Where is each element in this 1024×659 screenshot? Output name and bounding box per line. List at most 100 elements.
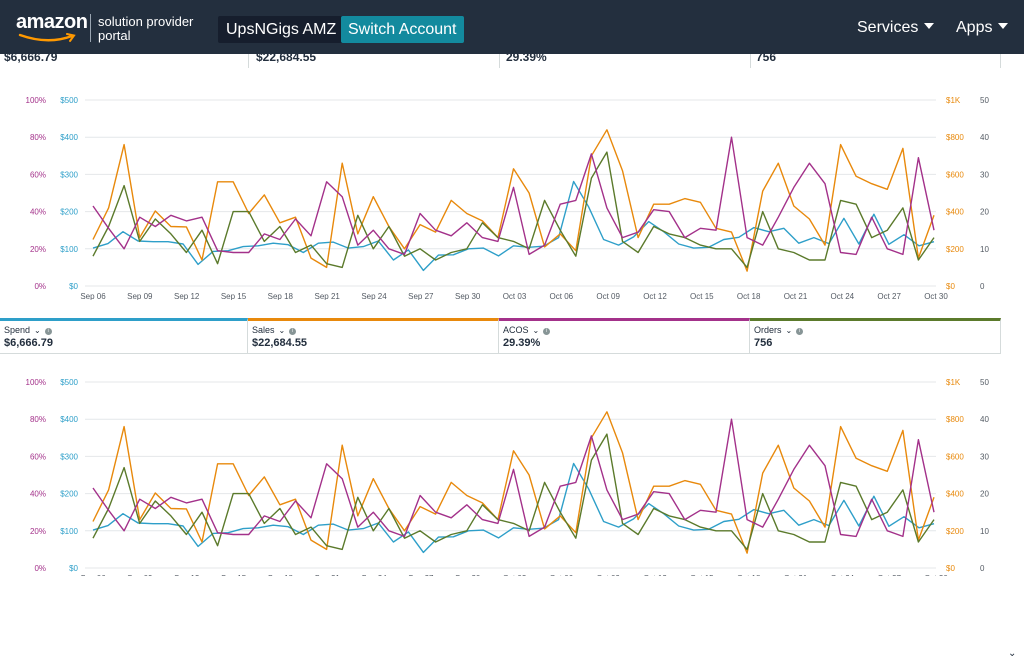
metric-value: $6,666.79 <box>4 337 53 349</box>
metric-tile-acos[interactable]: ACOS ⌄ i 29.39% <box>499 318 750 354</box>
info-icon[interactable]: i <box>289 328 297 335</box>
x-axis-tick-label: Sep 27 <box>408 574 434 576</box>
acos-axis-tick: 0% <box>34 282 46 291</box>
x-axis-tick-label: Sep 24 <box>361 292 387 300</box>
apps-menu[interactable]: Apps <box>956 18 1009 38</box>
account-name: UpsNGigs AMZ <box>218 16 345 43</box>
x-axis-tick-label: Sep 06 <box>80 574 106 576</box>
caret-down-icon <box>924 23 935 29</box>
services-menu[interactable]: Services <box>857 18 935 38</box>
x-axis-tick-label: Sep 12 <box>174 292 200 300</box>
sales-axis-tick: $1K <box>946 378 961 387</box>
sales-axis-tick: $0 <box>946 564 955 573</box>
chevron-down-icon[interactable]: ⌄ <box>278 326 286 335</box>
orders-axis-tick: 20 <box>980 208 989 217</box>
x-axis-tick-label: Oct 03 <box>503 574 527 576</box>
logo-subtitle-line2: portal <box>98 28 131 43</box>
chevron-down-icon[interactable]: ⌄ <box>532 326 540 335</box>
logo-subtitle-line1: solution provider <box>98 14 194 29</box>
spend-axis-tick: $400 <box>60 133 78 142</box>
x-axis-tick-label: Oct 18 <box>737 574 761 576</box>
expand-metrics-chevron-down-icon[interactable]: ⌄ <box>1008 648 1017 659</box>
amazon-logo[interactable]: amazon <box>16 11 88 42</box>
metric-label: Spend ⌄ i <box>4 325 52 335</box>
orders-axis-tick: 10 <box>980 527 989 536</box>
sales-value-cut: $22,684.55 <box>256 54 317 64</box>
performance-line-chart: 0% $0 $0 0 20% $100 $200 10 40% $200 $400 20 60% $300… <box>26 96 990 300</box>
series-line-acos <box>92 136 935 256</box>
x-axis-tick-label: Sep 09 <box>127 574 153 576</box>
x-axis-tick-label: Oct 30 <box>924 574 948 576</box>
services-label: Services <box>857 19 919 36</box>
acos-value-cut: 29.39% <box>506 54 547 64</box>
x-axis-tick-label: Oct 15 <box>690 574 714 576</box>
info-icon[interactable]: i <box>796 328 804 335</box>
metric-tile-sales[interactable]: Sales ⌄ i $22,684.55 <box>248 318 499 354</box>
orders-value-cut: 756 <box>756 54 777 64</box>
orders-axis-tick: 20 <box>980 490 989 499</box>
series-line-sales <box>92 411 935 554</box>
sales-axis-tick: $1K <box>946 96 961 105</box>
x-axis-tick-label: Oct 06 <box>550 574 574 576</box>
spend-axis-tick: $400 <box>60 415 78 424</box>
series-line-orders <box>92 433 935 551</box>
divider <box>499 54 500 68</box>
metric-name: Spend <box>4 325 31 335</box>
spend-axis-tick: $500 <box>60 378 78 387</box>
orders-axis-tick: 50 <box>980 378 989 387</box>
metric-label: Sales ⌄ i <box>252 325 297 335</box>
x-axis-tick-label: Sep 15 <box>221 292 247 300</box>
metric-value: 29.39% <box>503 337 541 349</box>
chevron-down-icon[interactable]: ⌄ <box>785 326 793 335</box>
switch-account-button[interactable]: Switch Account <box>341 16 464 43</box>
acos-axis-tick: 20% <box>30 245 46 254</box>
metric-label: ACOS ⌄ i <box>503 325 551 335</box>
spend-value-cut: $6,666.79 <box>4 54 58 64</box>
x-axis-tick-label: Oct 24 <box>831 292 855 300</box>
series-line-acos <box>92 418 935 538</box>
logo-wordmark: amazon <box>16 11 88 33</box>
orders-axis-tick: 0 <box>980 282 985 291</box>
spend-axis-tick: $100 <box>60 527 78 536</box>
acos-axis-tick: 20% <box>30 527 46 536</box>
x-axis-tick-label: Sep 09 <box>127 292 153 300</box>
x-axis-tick-label: Oct 24 <box>831 574 855 576</box>
divider <box>1000 54 1001 68</box>
series-line-sales <box>92 129 935 272</box>
chevron-down-icon[interactable]: ⌄ <box>34 326 41 335</box>
orders-axis-tick: 40 <box>980 133 989 142</box>
caret-down-icon <box>998 23 1009 29</box>
x-axis-tick-label: Oct 09 <box>596 292 620 300</box>
orders-axis-tick: 0 <box>980 564 985 573</box>
metric-name: ACOS <box>503 325 529 335</box>
x-axis-tick-label: Oct 27 <box>877 574 901 576</box>
acos-axis-tick: 100% <box>26 378 46 387</box>
sales-axis-tick: $800 <box>946 415 964 424</box>
metric-selector-row: Spend ⌄ i $6,666.79 Sales ⌄ i $22,684.55 ACO… <box>0 318 1024 659</box>
spend-axis-tick: $200 <box>60 208 78 217</box>
acos-axis-tick: 40% <box>30 208 46 217</box>
metric-value: 756 <box>754 337 773 349</box>
x-axis-tick-label: Sep 06 <box>80 292 106 300</box>
x-axis-tick-label: Sep 18 <box>268 574 294 576</box>
sales-axis-tick: $200 <box>946 527 964 536</box>
metric-tile-orders[interactable]: Orders ⌄ i 756 <box>750 318 1001 354</box>
acos-axis-tick: 40% <box>30 490 46 499</box>
sales-axis-tick: $200 <box>946 245 964 254</box>
x-axis-tick-label: Oct 27 <box>877 292 901 300</box>
orders-axis-tick: 10 <box>980 245 989 254</box>
info-icon[interactable]: i <box>44 328 52 335</box>
x-axis-tick-label: Sep 30 <box>455 574 481 576</box>
metric-summary-row-cut: $6,666.79 $22,684.55 29.39% 756 <box>0 54 1024 68</box>
spend-axis-tick: $100 <box>60 245 78 254</box>
series-line-spend <box>92 462 935 554</box>
metric-tile-spend[interactable]: Spend ⌄ i $6,666.79 <box>0 318 248 354</box>
info-icon[interactable]: i <box>543 328 551 335</box>
sales-axis-tick: $400 <box>946 208 964 217</box>
metric-value: $22,684.55 <box>252 337 308 349</box>
sales-axis-tick: $0 <box>946 282 955 291</box>
x-axis-tick-label: Sep 24 <box>361 574 387 576</box>
spend-axis-tick: $500 <box>60 96 78 105</box>
performance-line-chart-2: 0% $0 $0 0 20% $100 $200 10 40% $200 $400 20 60% $300… <box>26 378 990 576</box>
x-axis-tick-label: Oct 12 <box>643 574 667 576</box>
